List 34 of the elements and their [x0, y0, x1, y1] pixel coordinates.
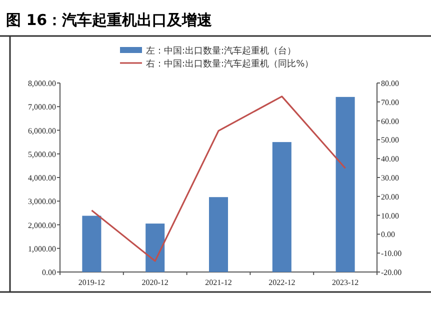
bar: [272, 142, 292, 272]
y2-tick-label: -20.00: [381, 268, 402, 277]
y-tick-label: 5,000.00: [28, 150, 56, 159]
legend-label: 右：中国:出口数量:汽车起重机（同比%）: [146, 58, 314, 70]
bar: [146, 224, 165, 272]
bar: [82, 216, 102, 272]
y2-tick-label: 0.00: [381, 230, 395, 240]
x-tick-label: 2021-12: [205, 278, 232, 287]
y-tick-label: 4,000.00: [28, 174, 56, 182]
x-tick-label: 2023-12: [332, 278, 359, 287]
y2-tick-label: 50.00: [381, 136, 399, 145]
bar: [208, 197, 228, 272]
y2-tick-label: 40.00: [381, 154, 399, 164]
x-tick-label: 2022-12: [268, 278, 296, 287]
y-tick-label: 3,000.00: [28, 197, 56, 206]
y2-tick-label: 10.00: [381, 211, 399, 220]
y-tick-label: 7,000.00: [28, 102, 56, 112]
bar: [336, 96, 355, 272]
y-tick-label: 0.00: [42, 268, 56, 277]
x-tick-label: 2019-12: [78, 278, 106, 287]
y-tick-label: 8,000.00: [28, 79, 56, 88]
y-tick-label: 1,000.00: [28, 244, 56, 254]
legend-label: 左：中国:出口数量:汽车起重机（台）: [146, 46, 296, 56]
y2-tick-label: 30.00: [381, 174, 399, 182]
x-tick-label: 2020-12: [142, 278, 168, 287]
y2-tick-label: 20.00: [381, 192, 399, 202]
y2-tick-label: -10.00: [381, 249, 402, 258]
line-series: [90, 96, 346, 262]
y-tick-label: 2,000.00: [28, 220, 56, 230]
chart-title: 图 16：汽车起重机出口及增速: [6, 11, 214, 29]
y2-tick-label: 80.00: [381, 79, 399, 88]
y2-tick-label: 60.00: [381, 116, 399, 126]
y-tick-label: 6,000.00: [28, 126, 56, 136]
y2-tick-label: 70.00: [381, 98, 399, 107]
